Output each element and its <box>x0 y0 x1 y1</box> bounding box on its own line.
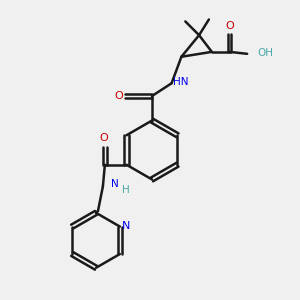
Text: N: N <box>122 220 130 231</box>
Text: O: O <box>225 21 234 31</box>
Text: HN: HN <box>172 77 188 87</box>
Text: N: N <box>111 179 119 189</box>
Text: O: O <box>100 133 108 143</box>
Text: O: O <box>114 91 123 101</box>
Text: H: H <box>122 185 129 195</box>
Text: OH: OH <box>257 48 273 58</box>
